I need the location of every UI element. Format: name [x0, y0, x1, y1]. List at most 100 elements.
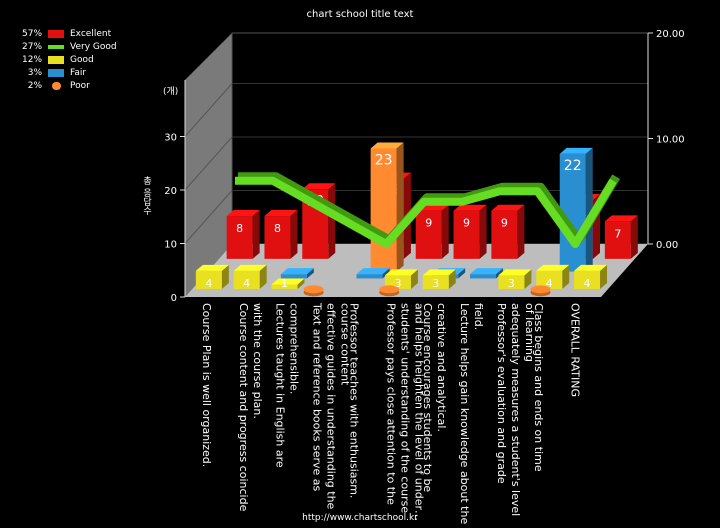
bar-excellent-value-label: 9: [463, 217, 470, 230]
bar-excellent: [415, 210, 442, 259]
bar-good-side: [524, 269, 532, 290]
y2-tick-label: 20.00: [656, 29, 685, 40]
x-tick-label: and helps heighten the level of under…: [412, 303, 425, 521]
bar-good-top: [574, 264, 608, 271]
bar-fair-flat-top: [469, 268, 503, 275]
legend-item-excellent: 57% Excellent: [22, 27, 117, 40]
bar-excellent-value-label: 7: [614, 227, 621, 240]
legend-item-fair: 3% Fair: [22, 66, 117, 79]
y-tick-label: 10: [164, 240, 177, 251]
bar-excellent-top: [226, 210, 260, 217]
bar-good-value-label: 3: [394, 277, 401, 290]
bar-good: [536, 270, 563, 290]
legend-item-poor: 2% Poor: [22, 79, 117, 92]
y-axis-label: 총 응답수: [141, 176, 151, 215]
x-tick-label: adequately measures a student's level: [509, 303, 522, 516]
bar-good: [574, 270, 601, 290]
legend-percent: 2%: [27, 80, 42, 91]
bar-fair-top: [559, 147, 593, 154]
x-tick-label: OVERALL RATING: [569, 303, 582, 397]
bar-good-top: [498, 269, 532, 276]
bar-excellent-side: [252, 210, 260, 259]
bar-excellent-side: [517, 204, 525, 259]
bar-fair-flat: [356, 274, 383, 279]
bar-good-value-label: 3: [508, 277, 515, 290]
gridline-left: [184, 190, 233, 244]
bar-excellent-top: [453, 204, 487, 211]
bar-good-value-label: 4: [546, 277, 553, 290]
gridline-left: [184, 136, 233, 191]
bar-excellent: [226, 216, 253, 259]
bar-fair-flat-top: [280, 268, 314, 275]
bar-good-side: [410, 269, 418, 290]
bar-good: [233, 270, 260, 290]
bar-excellent-top: [491, 204, 525, 211]
bar-fair-flat-side: [306, 268, 314, 279]
bar-good: [195, 270, 222, 290]
bar-excellent: [491, 210, 518, 259]
legend-label: Excellent: [70, 28, 112, 39]
bar-excellent-side: [328, 183, 336, 259]
bar-good-side: [259, 264, 267, 290]
x-tick-label: Lectures taught in English are: [274, 303, 287, 468]
bar-fair-flat-side: [495, 268, 503, 279]
x-tick-label: Lecture helps gain knowledge about the: [458, 303, 471, 524]
bar-good: [271, 284, 298, 290]
legend-label: Very Good: [70, 41, 117, 52]
legend-swatch-fair: [48, 68, 64, 77]
bar-excellent-top: [604, 215, 638, 222]
legend-label: Good: [70, 54, 94, 65]
bar-excellent-side: [479, 204, 487, 259]
y-tick-label: 20: [164, 186, 177, 197]
x-tick-label: Course encourages students to be: [421, 303, 434, 492]
bar-good-side: [562, 264, 570, 290]
bar-poor: [370, 148, 397, 272]
x-tick-label: comprehensible.: [288, 303, 301, 394]
y-tick-label: 0: [171, 293, 177, 304]
x-tick-label: Professor's evaluation and grade: [495, 303, 508, 484]
bar-fair-flat: [469, 274, 496, 279]
poor-disc: [303, 285, 324, 294]
legend-swatch-excellent: [48, 29, 64, 38]
x-tick-label: field.: [472, 303, 485, 330]
bar-good-top: [233, 264, 267, 271]
bar-good-value-label: 3: [432, 277, 439, 290]
x-tick-label: with the course plan.: [251, 303, 264, 419]
legend-item-good: 12% Good: [22, 53, 117, 66]
legend: 57% Excellent 27% Very Good 12% Good 3% …: [22, 27, 117, 92]
legend-percent: 3%: [27, 67, 42, 78]
bar-excellent-side: [290, 210, 298, 259]
bar-good-value-label: 4: [584, 277, 591, 290]
y2-tick-label: 10.00: [656, 135, 685, 146]
x-tick-label: Professor teaches with enthusiasm.: [347, 303, 360, 498]
bar-excellent: [604, 221, 631, 259]
bar-fair-flat-side: [382, 268, 390, 279]
bar-good-top: [384, 269, 418, 276]
bar-excellent-side: [441, 204, 449, 259]
x-tick-label: Text and reference books serve as: [311, 302, 324, 492]
x-tick-label: Course Plan is well organized.: [200, 303, 213, 467]
bar-good-side: [448, 269, 456, 290]
bar-good-value-label: 4: [243, 277, 250, 290]
x-tick-label: Class begins and ends on time: [532, 303, 545, 472]
footer-url: http://www.chartschool.kr: [302, 513, 418, 523]
legend-swatch-poor: [52, 81, 61, 90]
legend-percent: 12%: [22, 54, 43, 65]
y-axis-unit: (개): [163, 87, 179, 97]
legend-percent: 57%: [22, 28, 43, 39]
bar-good: [422, 275, 449, 290]
bar-fair-value-label: 22: [564, 158, 582, 174]
bar-excellent: [264, 216, 291, 259]
bar-excellent-top: [264, 210, 298, 217]
gridline-left: [184, 83, 233, 137]
legend-label: Fair: [70, 67, 87, 78]
chart-title: chart school title text: [306, 9, 414, 20]
bar-excellent-value-label: 9: [501, 217, 508, 230]
bar-poor-value-label: 23: [375, 153, 393, 169]
poor-disc: [379, 285, 400, 294]
bar-fair-flat-side: [458, 268, 466, 279]
x-tick-label: of learning: [523, 303, 536, 362]
bar-good-side: [297, 278, 305, 290]
bar-poor-top: [370, 142, 404, 149]
